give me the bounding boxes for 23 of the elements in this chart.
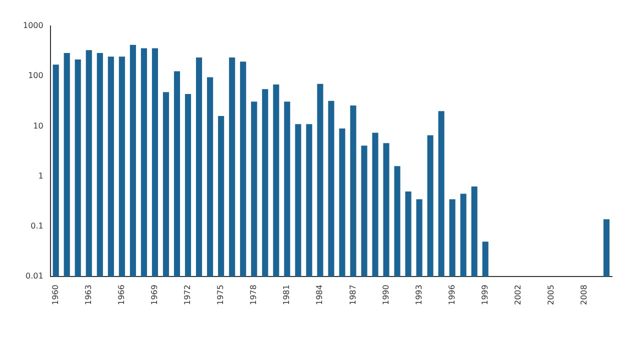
y-tick-label: 0.1 xyxy=(30,222,44,231)
y-tick-label: 1 xyxy=(38,171,44,180)
x-tick-label: 1978 xyxy=(249,284,258,305)
x-tick-label: 1984 xyxy=(315,284,324,305)
x-tick-label: 1993 xyxy=(414,284,424,305)
y-tick-label: 100 xyxy=(28,71,44,80)
x-tick-label: 2002 xyxy=(513,284,522,305)
x-tick-label: 1972 xyxy=(183,284,192,305)
x-tick-label: 1966 xyxy=(117,284,126,305)
y-tick-label: 1000 xyxy=(23,21,44,30)
x-tick-label: 1990 xyxy=(381,284,390,305)
x-tick-label: 2008 xyxy=(580,284,589,305)
x-tick-label: 1975 xyxy=(216,284,226,305)
x-tick-label: 1960 xyxy=(50,284,60,305)
x-tick-label: 1987 xyxy=(348,284,358,305)
y-tick-label: 0.01 xyxy=(26,272,44,281)
x-tick-label: 1969 xyxy=(150,284,160,305)
x-tick-label: 1963 xyxy=(84,284,93,305)
x-tick-label: 1999 xyxy=(480,284,490,305)
x-tick-label: 2005 xyxy=(546,284,556,305)
x-tick-label: 1981 xyxy=(282,284,292,305)
y-tick-label: 10 xyxy=(33,121,44,130)
x-tick-label: 1996 xyxy=(447,284,456,305)
